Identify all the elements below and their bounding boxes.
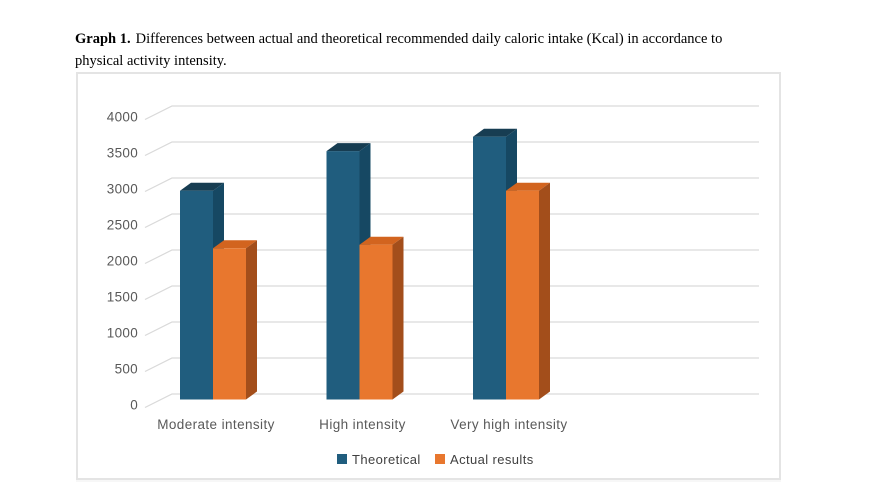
bar-actual-results-moderate-intensity: [213, 240, 257, 400]
bar-chart: 0 500 1000 1500 2000 2500 3000 3500 4000 Moderate…: [107, 105, 759, 467]
y-tick-label-2500: 2500: [107, 218, 138, 233]
y-tick-label-4000: 4000: [107, 110, 138, 125]
graph-caption: Graph 1. Differences between actual and t…: [75, 28, 835, 72]
bar-side-face: [539, 182, 550, 400]
y-tick-label-3500: 3500: [107, 146, 138, 161]
bar-front-face: [326, 151, 360, 400]
gridline-1500: 1500: [107, 285, 759, 305]
gridline-3500: 3500: [107, 141, 759, 161]
bar-top-face: [359, 236, 404, 245]
legend-label-actual-results: Actual results: [450, 452, 534, 467]
bar-top-face: [506, 182, 550, 191]
bar-actual-results-high-intensity: [359, 236, 404, 400]
bar-front-face: [506, 190, 539, 400]
y-tick-label-500: 500: [115, 362, 138, 377]
legend-item-theoretical: Theoretical: [337, 452, 421, 467]
gridline-2000: 2000: [107, 249, 759, 269]
bar-top-face: [180, 182, 224, 191]
gridline-4000: 4000: [107, 105, 759, 125]
gridline-2500: 2500: [107, 213, 759, 233]
y-tick-label-2000: 2000: [107, 254, 138, 269]
gridline-0: 0: [130, 393, 759, 413]
graph-caption-number: Graph 1.: [75, 30, 131, 47]
bar-front-face: [359, 244, 393, 400]
y-tick-label-3000: 3000: [107, 182, 138, 197]
gridline-3000: 3000: [107, 177, 759, 197]
category-label-high-intensity: High intensity: [319, 417, 406, 432]
bar-top-face: [473, 128, 517, 137]
bar-side-face: [246, 240, 257, 400]
legend-swatch-actual-results: [435, 454, 445, 464]
graph-caption-text-line2: physical activity intensity.: [75, 52, 227, 69]
bar-actual-results-very-high-intensity: [506, 182, 550, 400]
category-label-moderate-intensity: Moderate intensity: [157, 417, 275, 432]
legend-item-actual-results: Actual results: [435, 452, 534, 467]
gridline-500: 500: [115, 357, 759, 377]
legend-swatch-theoretical: [337, 454, 347, 464]
bar-front-face: [213, 248, 246, 400]
category-label-very-high-intensity: Very high intensity: [450, 417, 567, 432]
bar-top-face: [326, 143, 371, 152]
y-tick-label-1000: 1000: [107, 326, 138, 341]
y-tick-label-0: 0: [130, 398, 138, 413]
chart-frame: 0 500 1000 1500 2000 2500 3000 3500 4000 Moderate…: [76, 72, 781, 480]
graph-caption-text-line1: Differences between actual and theoretic…: [135, 30, 723, 47]
bar-top-face: [213, 240, 257, 249]
y-tick-label-1500: 1500: [107, 290, 138, 305]
bar-front-face: [180, 190, 213, 400]
legend-label-theoretical: Theoretical: [352, 452, 421, 467]
gridline-1000: 1000: [107, 321, 759, 341]
bar-side-face: [392, 236, 404, 400]
bar-front-face: [473, 136, 506, 400]
